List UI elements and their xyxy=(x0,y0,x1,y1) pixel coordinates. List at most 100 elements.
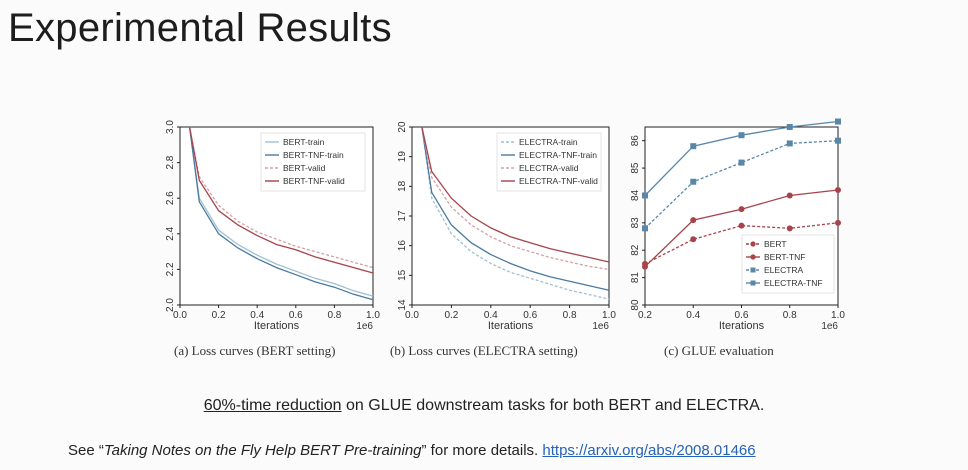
data-point xyxy=(786,124,793,130)
x-tick-label: 0.4 xyxy=(250,310,264,321)
x-multiplier: 1e6 xyxy=(821,321,838,332)
x-tick-label: 0.6 xyxy=(289,310,303,321)
data-point xyxy=(738,222,745,229)
data-point xyxy=(690,178,697,185)
x-tick-label: 1.0 xyxy=(602,310,616,321)
x-tick-label: 0.0 xyxy=(405,310,419,321)
x-axis-label: Iterations xyxy=(488,320,534,332)
paper-title: Taking Notes on the Fly Help BERT Pre-tr… xyxy=(103,442,422,459)
x-axis-label: Iterations xyxy=(254,320,300,332)
data-point xyxy=(738,132,745,139)
legend-label: ELECTRA-TNF-train xyxy=(519,150,597,160)
x-tick-label: 0.2 xyxy=(444,310,458,321)
y-tick-label: 80 xyxy=(630,299,641,311)
footer-suffix: ” for more details. xyxy=(421,442,539,459)
y-tick-label: 84 xyxy=(630,189,641,201)
x-axis-label: Iterations xyxy=(719,320,765,332)
legend-label: BERT-train xyxy=(283,137,325,147)
data-point xyxy=(835,137,841,144)
statement-highlight: 60%-time reduction xyxy=(203,397,342,414)
y-tick-label: 20 xyxy=(397,121,408,133)
y-tick-label: 18 xyxy=(397,180,408,192)
legend-label: ELECTRA-train xyxy=(519,137,578,147)
data-point xyxy=(642,192,648,199)
legend-marker xyxy=(750,241,756,247)
y-tick-label: 15 xyxy=(397,269,408,281)
series-line-BERT-train xyxy=(188,126,374,297)
y-tick-label: 83 xyxy=(630,217,641,229)
y-tick-label: 85 xyxy=(630,162,641,174)
results-figure: 0.0 0.2 0.4 0.6 0.8 1.0 2.0 2.2 2.4 2.6 2.8 3.0 Iter… xyxy=(165,118,845,332)
y-tick-label: 81 xyxy=(630,272,641,284)
legend-marker xyxy=(750,254,756,260)
legend-marker xyxy=(750,267,756,273)
caption-c: (c) GLUE evaluation xyxy=(664,343,774,358)
data-point xyxy=(835,219,841,226)
series-line-BERT-TNF-train xyxy=(188,126,374,301)
y-tick-label: 2.8 xyxy=(165,155,176,169)
x-tick-label: 0.4 xyxy=(686,310,700,321)
x-tick-label: 0.6 xyxy=(735,310,749,321)
reference-footer: See “Taking Notes on the Fly Help BERT P… xyxy=(68,442,756,459)
data-point xyxy=(738,159,745,166)
arxiv-link[interactable]: https://arxiv.org/abs/2008.01466 xyxy=(542,442,756,459)
y-tick-label: 2.6 xyxy=(165,191,176,205)
x-tick-label: 0.2 xyxy=(638,310,652,321)
data-point xyxy=(690,217,697,224)
data-point xyxy=(786,192,793,199)
x-multiplier: 1e6 xyxy=(592,321,609,332)
y-tick-label: 86 xyxy=(630,135,641,147)
y-tick-label: 19 xyxy=(397,151,408,163)
data-point xyxy=(642,263,648,270)
statement-rest: on GLUE downstream tasks for both BERT a… xyxy=(341,397,765,414)
series-line-ELECTRA-TNF-valid xyxy=(421,126,610,263)
footer-prefix: See “ xyxy=(68,442,104,459)
series-line-ELECTRA-train xyxy=(421,126,610,300)
x-tick-label: 0.4 xyxy=(484,310,498,321)
series-line-ELECTRA xyxy=(644,140,839,229)
data-point xyxy=(835,118,841,125)
legend-label: BERT xyxy=(764,239,787,249)
series-line-BERT-valid xyxy=(188,126,374,269)
legend-label: ELECTRA xyxy=(764,265,804,275)
legend-label: ELECTRA-valid xyxy=(519,163,579,173)
legend-label: BERT-TNF-valid xyxy=(283,176,345,186)
legend-label: BERT-TNF xyxy=(764,252,805,262)
x-tick-label: 0.0 xyxy=(173,310,187,321)
data-point xyxy=(786,225,793,232)
caption-a: (a) Loss curves (BERT setting) xyxy=(174,343,336,358)
slide-title: Experimental Results xyxy=(8,6,392,50)
caption-b: (b) Loss curves (ELECTRA setting) xyxy=(390,343,578,358)
legend-label: ELECTRA-TNF xyxy=(764,278,823,288)
y-tick-label: 82 xyxy=(630,244,641,256)
data-point xyxy=(786,140,793,147)
y-tick-label: 2.4 xyxy=(165,226,176,240)
data-point xyxy=(738,206,745,213)
series-line-BERT-TNF-valid xyxy=(188,126,374,274)
y-tick-label: 14 xyxy=(397,299,408,311)
x-tick-label: 0.8 xyxy=(563,310,577,321)
legend-label: BERT-TNF-train xyxy=(283,150,344,160)
x-tick-label: 0.8 xyxy=(327,310,341,321)
data-point xyxy=(642,225,648,232)
x-tick-label: 0.8 xyxy=(783,310,797,321)
series-line-ELECTRA-TNF-train xyxy=(421,126,610,291)
data-point xyxy=(690,143,697,150)
x-tick-label: 0.2 xyxy=(212,310,226,321)
y-tick-label: 16 xyxy=(397,240,408,252)
data-point xyxy=(835,186,841,193)
x-multiplier: 1e6 xyxy=(356,321,373,332)
result-statement: 60%-time reduction on GLUE downstream ta… xyxy=(0,397,968,415)
y-tick-label: 2.2 xyxy=(165,262,176,276)
series-line-ELECTRA-valid xyxy=(421,126,610,271)
x-tick-label: 1.0 xyxy=(366,310,380,321)
series-line-BERT xyxy=(644,222,839,265)
data-point xyxy=(690,236,697,243)
x-tick-label: 1.0 xyxy=(831,310,845,321)
y-tick-label: 17 xyxy=(397,210,408,222)
legend-label: ELECTRA-TNF-valid xyxy=(519,176,598,186)
y-tick-label: 2.0 xyxy=(165,298,176,312)
legend-marker xyxy=(750,280,756,286)
x-tick-label: 0.6 xyxy=(523,310,537,321)
legend-label: BERT-valid xyxy=(283,163,326,173)
